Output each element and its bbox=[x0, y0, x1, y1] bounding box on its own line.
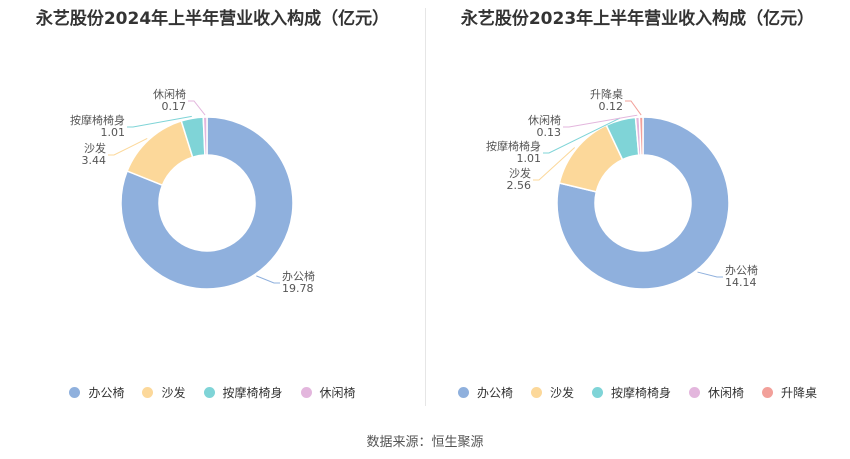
slice-value-label: 0.12 bbox=[599, 100, 624, 113]
leader-line-0 bbox=[256, 275, 280, 284]
leader-line-4 bbox=[625, 100, 642, 116]
legend-item[interactable]: 按摩椅椅身 bbox=[591, 384, 671, 401]
legend-marker bbox=[203, 387, 215, 398]
leader-line-2 bbox=[543, 117, 621, 154]
legend-label: 办公椅 bbox=[88, 386, 125, 400]
legend-label: 升降桌 bbox=[781, 386, 818, 400]
data-source: 数据来源：恒生聚源 bbox=[366, 435, 484, 450]
chart-title: 永艺股份2023年上半年营业收入构成（亿元） bbox=[460, 9, 815, 29]
slice-value-label: 1.01 bbox=[517, 152, 542, 165]
legend-item[interactable]: 升降桌 bbox=[762, 384, 817, 401]
slice-value-label: 1.01 bbox=[101, 126, 126, 139]
legend: 办公椅 沙发 按摩椅椅身 休闲椅 bbox=[0, 384, 425, 401]
divider bbox=[425, 8, 426, 406]
legend-label: 办公椅 bbox=[476, 386, 513, 400]
slice-value-label: 3.44 bbox=[82, 154, 107, 167]
legend-item[interactable]: 按摩椅椅身 bbox=[203, 384, 283, 401]
legend-label: 沙发 bbox=[161, 386, 186, 400]
slice-3[interactable] bbox=[202, 116, 208, 156]
leader-line-1 bbox=[108, 137, 148, 156]
leader-line-3 bbox=[188, 100, 206, 116]
slice-1[interactable] bbox=[126, 119, 194, 187]
slice-value-label: 19.78 bbox=[282, 282, 314, 295]
legend-item[interactable]: 办公椅 bbox=[457, 384, 513, 401]
legend-marker bbox=[762, 387, 774, 398]
legend-item[interactable]: 休闲椅 bbox=[689, 384, 744, 401]
legend-marker bbox=[689, 387, 700, 398]
slice-category-label: 沙发 bbox=[509, 166, 531, 180]
slice-category-label: 升降桌 bbox=[590, 87, 623, 101]
slice-category-label: 休闲椅 bbox=[153, 87, 186, 101]
slice-value-label: 0.13 bbox=[537, 126, 562, 139]
legend-marker bbox=[69, 387, 81, 398]
legend-label: 按摩椅椅身 bbox=[610, 386, 671, 400]
slice-0[interactable] bbox=[556, 116, 730, 290]
legend-marker bbox=[591, 387, 603, 398]
slice-4[interactable] bbox=[638, 116, 644, 156]
legend-item[interactable]: 办公椅 bbox=[69, 384, 124, 401]
slice-value-label: 0.17 bbox=[162, 100, 187, 113]
leader-line-2 bbox=[127, 115, 192, 128]
leader-line-0 bbox=[697, 271, 723, 278]
legend-marker bbox=[142, 387, 154, 398]
slice-value-label: 2.56 bbox=[507, 179, 532, 192]
slice-category-label: 办公椅 bbox=[725, 263, 758, 277]
slice-category-label: 按摩椅椅身 bbox=[486, 139, 541, 153]
legend-marker bbox=[530, 387, 542, 398]
chart-panel-2023: 永艺股份2023年上半年营业收入构成（亿元） 办公椅 14.14 沙发 2.56 按摩椅… bbox=[425, 0, 850, 410]
legend-label: 按摩椅椅身 bbox=[222, 386, 283, 400]
slice-value-label: 14.14 bbox=[725, 276, 757, 289]
legend-label: 休闲椅 bbox=[708, 386, 745, 400]
legend-marker bbox=[457, 387, 469, 398]
legend-item[interactable]: 沙发 bbox=[530, 384, 574, 401]
chart-title: 永艺股份2024年上半年营业收入构成（亿元） bbox=[35, 9, 390, 29]
legend-label: 沙发 bbox=[549, 386, 574, 400]
legend-label: 休闲椅 bbox=[319, 386, 356, 400]
slice-category-label: 休闲椅 bbox=[528, 113, 561, 127]
legend-item[interactable]: 沙发 bbox=[142, 384, 186, 401]
slice-category-label: 沙发 bbox=[84, 141, 106, 155]
leader-line-1 bbox=[533, 147, 576, 181]
slice-0[interactable] bbox=[120, 116, 294, 290]
legend-item[interactable]: 休闲椅 bbox=[300, 384, 356, 401]
leader-line-3 bbox=[563, 114, 638, 128]
legend-marker bbox=[300, 387, 312, 398]
legend: 办公椅 沙发 按摩椅椅身 休闲椅 升降桌 bbox=[425, 384, 850, 401]
slice-category-label: 办公椅 bbox=[282, 269, 315, 283]
slice-category-label: 按摩椅椅身 bbox=[70, 113, 125, 127]
chart-panel-2024: 永艺股份2024年上半年营业收入构成（亿元） 办公椅 19.78 沙发 3.44 按摩椅… bbox=[0, 0, 425, 410]
